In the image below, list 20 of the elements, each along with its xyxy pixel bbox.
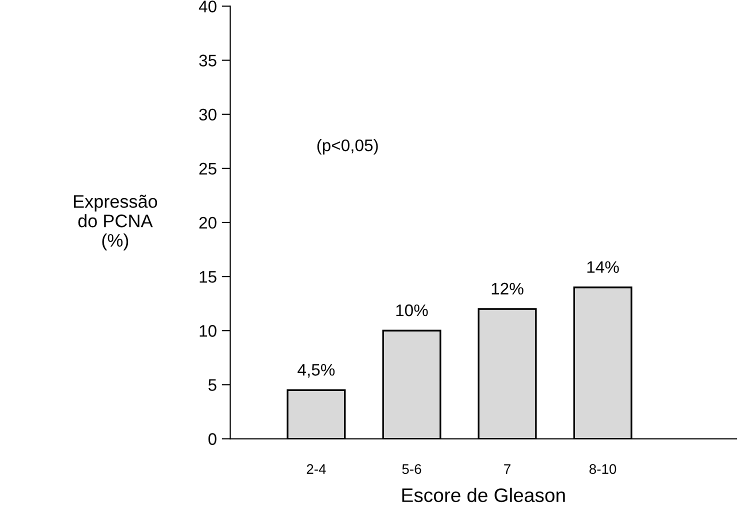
y-tick-label: 15 <box>200 271 216 283</box>
x-tick-label: 5-6 <box>402 464 422 474</box>
x-axis-title: Escore de Gleason <box>402 488 565 502</box>
data-label: 14% <box>587 261 619 273</box>
annotation: (p<0,05) <box>317 139 378 155</box>
data-label: 12% <box>492 282 524 295</box>
data-label: 10% <box>396 304 428 316</box>
y-tick-label: 10 <box>200 325 216 337</box>
y-tick-label: 5 <box>208 379 216 391</box>
data-label: 4,5% <box>298 364 335 378</box>
y-tick-label: 25 <box>199 162 216 175</box>
y-tick-label: 0 <box>208 433 216 445</box>
y-tick-label: 40 <box>198 0 216 12</box>
x-tick-label: 7 <box>504 464 510 474</box>
y-axis-title: Expressão do PCNA (%) <box>74 194 158 250</box>
x-tick-label: 2-4 <box>306 464 326 474</box>
y-tick-label: 20 <box>199 216 216 229</box>
y-tick-label: 30 <box>199 108 216 121</box>
x-tick-label: 8-10 <box>590 464 616 474</box>
y-tick-label: 35 <box>199 54 216 66</box>
